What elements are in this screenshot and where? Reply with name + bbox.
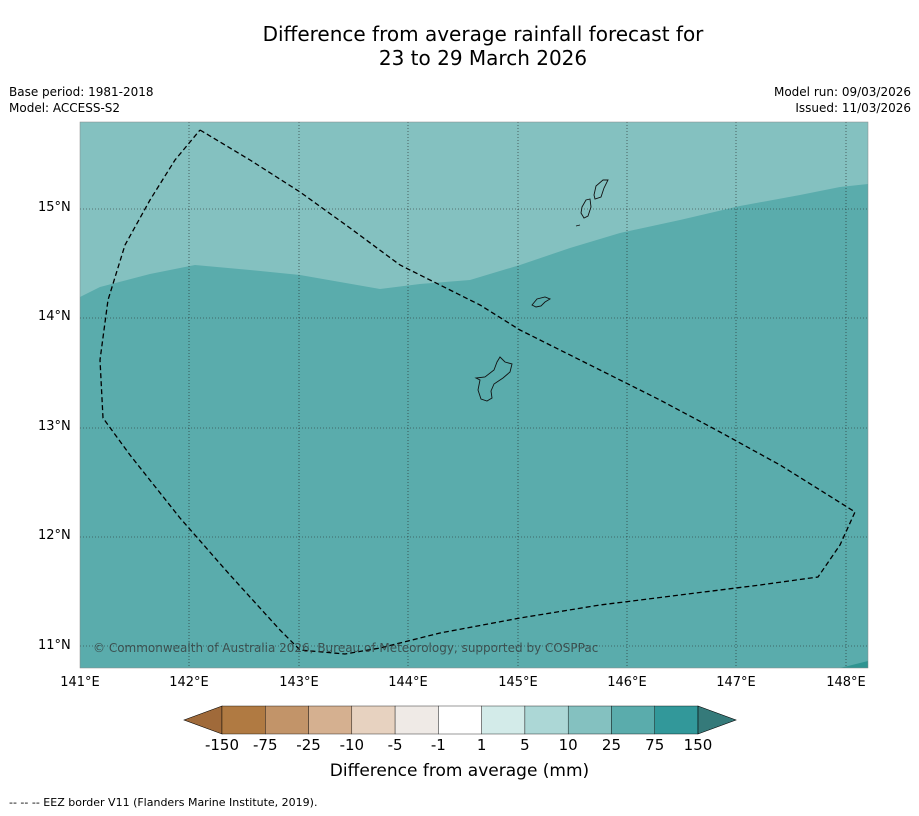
colorbar-tick-label: 150 [683,736,713,754]
lon-tick-144e: 144°E [388,675,428,690]
colorbar-tick-label: 25 [601,736,621,754]
colorbar-tick-label: -1 [430,736,446,754]
colorbar-tick-label: -150 [204,736,240,754]
lon-tick-145e: 145°E [498,675,538,690]
lat-tick-12n: 12°N [38,528,71,543]
colorbar-swatch [351,705,396,735]
colorbar-tick-label: -25 [296,736,321,754]
colorbar-swatch [394,705,439,735]
meta-left: Base period: 1981-2018 Model: ACCESS-S2 [9,84,154,116]
title-line-1: Difference from average rainfall forecas… [262,22,704,46]
colorbar-title: Difference from average (mm) [329,761,590,781]
colorbar-swatch [308,705,353,735]
lat-tick-14n: 14°N [38,309,71,324]
island-rota [531,296,552,308]
lon-tick-141e: 141°E [60,675,100,690]
lon-tick-146e: 146°E [607,675,647,690]
meta-right: Model run: 09/03/2026 Issued: 11/03/2026 [774,84,911,116]
colorbar-swatch [611,705,655,735]
islands [474,179,609,402]
colorbar-swatch [221,705,266,735]
rainfall-band-25-75 [80,184,868,668]
colorbar-tick-label: -5 [387,736,403,754]
lat-tick-15n: 15°N [38,200,71,215]
colorbar-tick-label: -75 [253,736,278,754]
lat-tick-13n: 13°N [38,419,71,434]
colorbar-swatch [567,705,612,735]
island-guam [474,356,513,402]
colorbar-swatch [438,705,482,735]
colorbar-tick-label: 10 [558,736,578,754]
eez-border [99,129,856,655]
colorbar-extend-high [697,705,737,735]
colorbar-tick-label: -10 [339,736,365,754]
eez-footnote: -- -- -- EEZ border V11 (Flanders Marine… [9,796,318,809]
lon-tick-148e: 148°E [826,675,866,690]
colorbar-tick-label: 5 [520,736,530,754]
base-period: Base period: 1981-2018 [9,85,154,99]
colorbar-swatch [654,705,699,735]
colorbar [183,705,737,735]
colorbar-swatch [524,705,569,735]
copyright-notice: © Commonwealth of Australia 2026, Bureau… [93,641,599,655]
lat-tick-11n: 11°N [38,638,71,653]
colorbar-tick-label: 1 [476,736,487,754]
colorbar-swatch [265,705,309,735]
lon-tick-143e: 143°E [279,675,319,690]
issued-date: Issued: 11/03/2026 [795,101,911,115]
graticule [80,122,868,668]
colorbar-tick-label: 75 [645,736,665,754]
rainfall-band-75-150 [840,661,868,668]
model-name: Model: ACCESS-S2 [9,101,121,115]
lon-tick-147e: 147°E [716,675,756,690]
chart-title: Difference from average rainfall forecas… [0,22,919,70]
title-line-2: 23 to 29 March 2026 [378,46,588,70]
island-saipan [593,179,609,200]
island-tinian [580,198,592,219]
colorbar-extend-low [183,705,223,735]
island-aguijan [575,224,581,227]
colorbar-swatch [481,705,526,735]
model-run: Model run: 09/03/2026 [773,85,911,99]
lon-tick-142e: 142°E [169,675,209,690]
